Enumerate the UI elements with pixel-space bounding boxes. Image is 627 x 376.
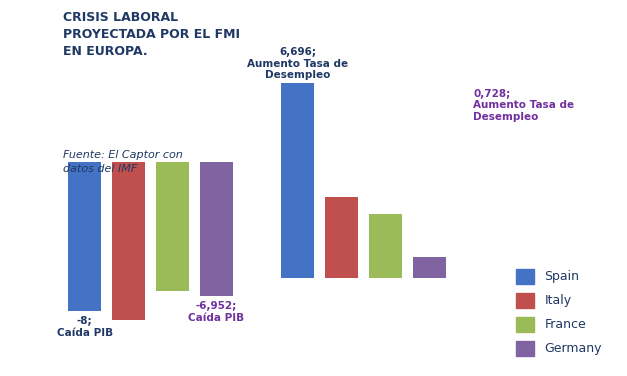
Bar <box>282 83 314 278</box>
Text: 6,696;
Aumento Tasa de
Desempleo: 6,696; Aumento Tasa de Desempleo <box>247 47 349 80</box>
Bar <box>200 162 233 296</box>
Bar <box>369 214 402 278</box>
Bar <box>112 162 145 320</box>
Bar <box>156 162 189 291</box>
Legend: Spain, Italy, France, Germany: Spain, Italy, France, Germany <box>510 262 608 362</box>
Text: -8;
Caída PIB: -8; Caída PIB <box>56 316 113 338</box>
Text: -6,952;
Caída PIB: -6,952; Caída PIB <box>188 301 245 323</box>
Text: Fuente: El Captor con
datos del IMF: Fuente: El Captor con datos del IMF <box>63 150 182 174</box>
Text: CRISIS LABORAL
PROYECTADA POR EL FMI
EN EUROPA.: CRISIS LABORAL PROYECTADA POR EL FMI EN … <box>63 11 240 58</box>
Text: 0,728;
Aumento Tasa de
Desempleo: 0,728; Aumento Tasa de Desempleo <box>473 89 574 122</box>
Bar <box>325 197 358 278</box>
Bar <box>413 257 446 278</box>
Bar <box>68 162 101 311</box>
